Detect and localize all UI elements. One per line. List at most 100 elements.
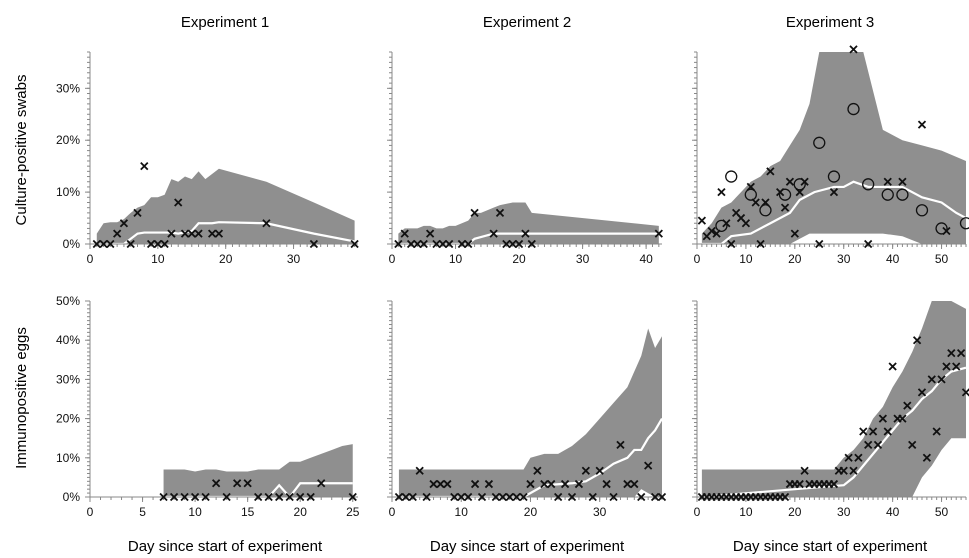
observed-point-cross <box>883 427 892 436</box>
cross-stroke <box>609 492 618 502</box>
observed-point-cross <box>146 239 156 249</box>
median-line <box>701 180 967 245</box>
panel-culture-experiment-3: 0 10 20 30 40 50 <box>692 45 969 266</box>
cross-stroke <box>650 492 660 502</box>
observed-point-cross <box>491 492 500 502</box>
observed-point-cross <box>422 492 431 502</box>
observed-point-cross <box>113 229 122 238</box>
cross-stroke <box>348 492 357 502</box>
cross-stroke <box>512 492 521 502</box>
observed-point-cross <box>908 440 917 450</box>
cross-stroke <box>717 187 726 197</box>
cross-stroke <box>169 492 179 502</box>
cross-stroke <box>780 492 790 502</box>
observed-point-circle <box>725 170 738 183</box>
observed-point-cross <box>540 479 549 489</box>
observed-point-cross <box>207 229 217 238</box>
observed-point-circle <box>744 188 757 201</box>
cross-stroke <box>790 229 799 238</box>
observed-point-cross <box>560 479 570 489</box>
observed-point-cross <box>854 453 863 462</box>
observed-point-cross <box>445 239 454 249</box>
cross-stroke <box>952 362 961 371</box>
observed-point-cross <box>623 479 632 489</box>
cross-stroke <box>839 466 848 475</box>
observed-point-cross <box>296 492 305 502</box>
cross-stroke <box>527 239 536 249</box>
observed-point-cross <box>864 440 873 450</box>
observed-point-cross <box>275 492 284 502</box>
x-tick-label: 30 <box>593 505 607 519</box>
cross-stroke <box>883 427 892 436</box>
median-line <box>701 366 967 498</box>
cross-stroke <box>927 375 936 384</box>
cross-stroke <box>616 440 625 450</box>
cross-stroke <box>756 239 765 249</box>
observed-point-cross <box>567 492 577 502</box>
observed-point-circle <box>881 188 894 201</box>
cross-stroke <box>126 239 135 249</box>
cross-stroke <box>477 492 487 502</box>
cross-stroke <box>190 492 200 502</box>
cross-stroke <box>233 479 242 488</box>
observed-point-cross <box>956 348 966 358</box>
cross-stroke <box>859 427 868 436</box>
cross-stroke <box>727 239 736 249</box>
x-tick-label: 5 <box>139 505 146 519</box>
observed-point-cross <box>415 466 424 475</box>
y-tick-label: 20% <box>56 412 80 426</box>
cross-stroke <box>194 229 203 238</box>
cross-stroke <box>917 388 927 397</box>
observed-point-cross <box>961 388 969 397</box>
observed-point-cross <box>464 492 473 502</box>
observed-point-cross <box>450 492 459 502</box>
observed-point-cross <box>756 239 765 249</box>
observed-point-cross <box>429 479 438 489</box>
cross-stroke <box>140 162 149 171</box>
cross-stroke <box>922 453 932 462</box>
observed-point-cross <box>602 479 611 489</box>
cross-stroke <box>350 239 359 249</box>
cross-stroke <box>180 229 190 238</box>
row-label-culture-positive-swabs: Culture-positive swabs <box>13 75 30 226</box>
cross-stroke <box>484 479 494 489</box>
cross-stroke <box>519 492 528 502</box>
cross-stroke <box>394 239 403 249</box>
cross-stroke <box>159 492 168 502</box>
cross-stroke <box>849 466 858 475</box>
cross-stroke <box>119 219 129 228</box>
observed-point-cross <box>829 187 839 197</box>
cross-stroke <box>864 239 873 249</box>
cross-stroke <box>937 375 946 384</box>
observed-point-cross <box>927 375 936 384</box>
observed-point-cross <box>800 466 809 475</box>
cross-stroke <box>868 427 878 436</box>
cross-stroke <box>408 492 417 502</box>
observed-point-cross <box>917 120 927 129</box>
cross-stroke <box>961 388 969 397</box>
observed-point-cross <box>505 492 514 502</box>
observed-point-cross <box>859 427 868 436</box>
observed-point-cross <box>829 479 839 489</box>
cross-stroke <box>491 492 500 502</box>
cross-stroke <box>574 479 584 489</box>
observed-point-cross <box>477 492 487 502</box>
observed-point-cross <box>470 479 480 489</box>
cross-stroke <box>443 479 452 489</box>
observed-point-cross <box>153 239 162 249</box>
observed-point-cross <box>432 239 441 249</box>
y-tick-label: 0% <box>63 237 81 251</box>
cross-stroke <box>505 492 514 502</box>
observed-point-cross <box>609 492 618 502</box>
cross-stroke <box>394 492 404 502</box>
observed-point-cross <box>873 440 883 450</box>
observed-point-cross <box>527 239 536 249</box>
cross-stroke <box>180 492 189 502</box>
cross-stroke <box>309 239 319 249</box>
cross-stroke <box>457 492 466 502</box>
x-tick-label: 0 <box>389 252 396 266</box>
observed-point-cross <box>306 492 315 502</box>
observed-point-cross <box>254 492 263 502</box>
uncertainty-band <box>398 202 659 244</box>
